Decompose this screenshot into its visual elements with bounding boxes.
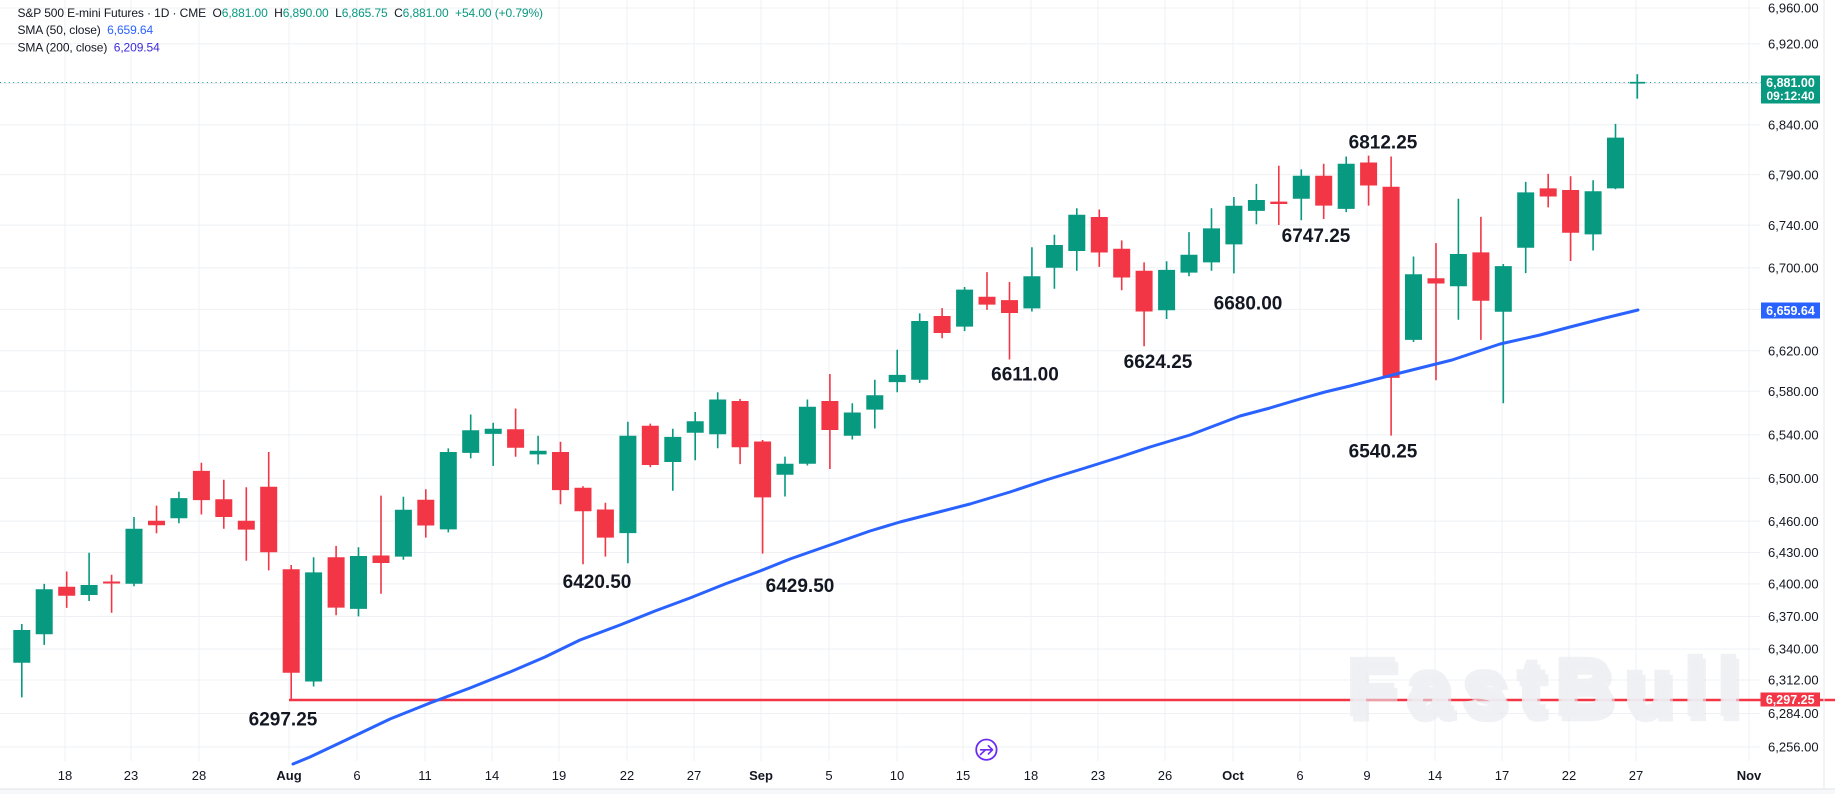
svg-text:6429.50: 6429.50	[766, 576, 835, 597]
svg-text:6,460.00: 6,460.00	[1768, 514, 1819, 529]
svg-text:10: 10	[890, 768, 904, 783]
svg-text:6812.25: 6812.25	[1349, 133, 1418, 154]
svg-text:6,540.00: 6,540.00	[1768, 428, 1819, 443]
svg-text:22: 22	[620, 768, 634, 783]
svg-text:6611.00: 6611.00	[991, 364, 1059, 385]
svg-text:S&P 500 E-mini Futures · 1D ·: S&P 500 E-mini Futures · 1D · CME O6,881…	[18, 6, 544, 20]
svg-text:6: 6	[353, 768, 360, 783]
svg-text:6540.25: 6540.25	[1349, 442, 1418, 463]
svg-text:5: 5	[825, 768, 832, 783]
svg-text:6,920.00: 6,920.00	[1768, 37, 1819, 52]
svg-text:6,500.00: 6,500.00	[1768, 471, 1819, 486]
svg-text:6,284.00: 6,284.00	[1768, 706, 1819, 721]
svg-text:19: 19	[552, 768, 566, 783]
svg-text:18: 18	[1024, 768, 1038, 783]
svg-text:6420.50: 6420.50	[563, 572, 632, 593]
svg-text:6,700.00: 6,700.00	[1768, 261, 1819, 276]
svg-text:6,370.00: 6,370.00	[1768, 609, 1819, 624]
svg-text:14: 14	[1428, 768, 1442, 783]
svg-text:FastBull: FastBull	[1347, 642, 1751, 731]
svg-text:6,620.00: 6,620.00	[1768, 344, 1819, 359]
svg-text:23: 23	[1091, 768, 1105, 783]
svg-text:26: 26	[1158, 768, 1172, 783]
svg-text:22: 22	[1562, 768, 1576, 783]
svg-text:6,430.00: 6,430.00	[1768, 545, 1819, 560]
svg-text:Nov: Nov	[1737, 768, 1762, 783]
svg-text:6,659.64: 6,659.64	[1766, 304, 1815, 318]
svg-text:6,960.00: 6,960.00	[1768, 1, 1819, 16]
svg-text:14: 14	[485, 768, 499, 783]
svg-text:6,312.00: 6,312.00	[1768, 673, 1819, 688]
svg-text:27: 27	[687, 768, 701, 783]
svg-text:6,340.00: 6,340.00	[1768, 642, 1819, 657]
svg-text:6747.25: 6747.25	[1282, 226, 1351, 247]
svg-text:6297.25: 6297.25	[249, 709, 318, 730]
svg-text:23: 23	[124, 768, 138, 783]
svg-text:17: 17	[1495, 768, 1509, 783]
svg-text:15: 15	[956, 768, 970, 783]
svg-text:SMA (50, close) 6,659.64: SMA (50, close) 6,659.64	[18, 23, 154, 37]
svg-text:9: 9	[1363, 768, 1370, 783]
svg-text:SMA (200, close) 6,209.54: SMA (200, close) 6,209.54	[18, 40, 161, 54]
svg-text:Aug: Aug	[276, 768, 301, 783]
svg-text:6,881.00: 6,881.00	[1766, 76, 1815, 90]
svg-text:09:12:40: 09:12:40	[1766, 89, 1814, 103]
svg-text:28: 28	[192, 768, 206, 783]
svg-text:Oct: Oct	[1222, 768, 1244, 783]
svg-text:6,580.00: 6,580.00	[1768, 384, 1819, 399]
svg-text:6: 6	[1296, 768, 1303, 783]
svg-text:6,840.00: 6,840.00	[1768, 118, 1819, 133]
svg-text:11: 11	[418, 768, 432, 783]
svg-text:6,256.00: 6,256.00	[1768, 740, 1819, 755]
svg-text:6,740.00: 6,740.00	[1768, 218, 1819, 233]
svg-text:6624.25: 6624.25	[1124, 352, 1193, 373]
svg-text:18: 18	[58, 768, 72, 783]
svg-text:27: 27	[1629, 768, 1643, 783]
svg-text:6,297.25: 6,297.25	[1766, 693, 1815, 707]
svg-text:6680.00: 6680.00	[1214, 293, 1283, 314]
svg-text:6,400.00: 6,400.00	[1768, 577, 1819, 592]
svg-text:FastBull: FastBull	[1350, 647, 1754, 736]
svg-text:6,790.00: 6,790.00	[1768, 167, 1819, 182]
svg-text:Sep: Sep	[749, 768, 773, 783]
